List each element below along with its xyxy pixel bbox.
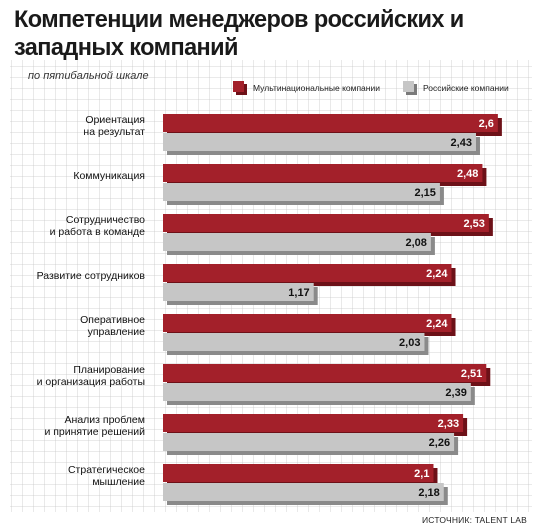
chart-subtitle: по пятибальной шкале: [28, 70, 149, 82]
category-label: Планирование и организация работы: [36, 364, 145, 388]
category-label: Развитие сотрудников: [36, 270, 145, 282]
bar-multinational: [163, 114, 498, 132]
legend-label-russian: Российские компании: [423, 83, 509, 93]
category-label: Оперативное управление: [80, 314, 145, 338]
data-label: 2,1: [414, 468, 429, 480]
bar-russian: [163, 233, 431, 251]
category-label: Анализ проблем и принятие решений: [44, 414, 145, 438]
bar-russian: [163, 483, 444, 501]
bar-russian: [163, 133, 476, 151]
data-label: 2,51: [461, 368, 482, 380]
bar-multinational: [163, 314, 452, 332]
bar-multinational: [163, 464, 434, 482]
bar-multinational: [163, 164, 483, 182]
category-label: Стратегическое мышление: [67, 464, 145, 488]
legend-item-russian: Российские компании: [403, 78, 509, 98]
bar-multinational: [163, 214, 489, 232]
data-label: 1,17: [288, 287, 309, 299]
chart-title: Компетенции менеджеров российских и запа…: [14, 6, 464, 61]
data-label: 2,15: [414, 187, 435, 199]
data-label: 2,43: [451, 137, 472, 149]
data-label: 2,33: [438, 418, 459, 430]
data-label: 2,39: [445, 387, 466, 399]
category-label: Сотрудничество и работа в команде: [49, 214, 145, 238]
data-label: 2,53: [463, 218, 484, 230]
bar-russian: [163, 183, 440, 201]
data-label: 2,18: [418, 487, 439, 499]
legend-label-multinational: Мультинациональные компании: [253, 83, 380, 93]
source-note: ИСТОЧНИК: TALENT LAB: [421, 515, 527, 525]
data-label: 2,03: [399, 337, 420, 349]
data-label: 2,26: [429, 437, 450, 449]
bars-layer: 2,6 2,43 2,48 2,15 2,53 2,08 2,24 1,17 2,24 2,03 2…: [163, 114, 502, 505]
legend-item-multinational: Мультинациональные компании: [233, 78, 380, 98]
data-label: 2,48: [457, 168, 478, 180]
data-label: 2,24: [426, 268, 448, 280]
data-label: 2,24: [426, 318, 448, 330]
data-label: 2,6: [479, 118, 494, 130]
legend-swatch-russian: [403, 81, 417, 95]
bar-russian: [163, 283, 314, 301]
bar-multinational: [163, 364, 487, 382]
legend-swatch-multinational: [233, 81, 247, 95]
category-label: Ориентация на результат: [83, 114, 145, 138]
bar-multinational: [163, 414, 464, 432]
bar-multinational: [163, 264, 452, 282]
bar-russian: [163, 433, 455, 451]
bar-russian: [163, 333, 425, 351]
data-label: 2,08: [405, 237, 426, 249]
bar-russian: [163, 383, 471, 401]
category-label: Коммуникация: [73, 170, 145, 182]
